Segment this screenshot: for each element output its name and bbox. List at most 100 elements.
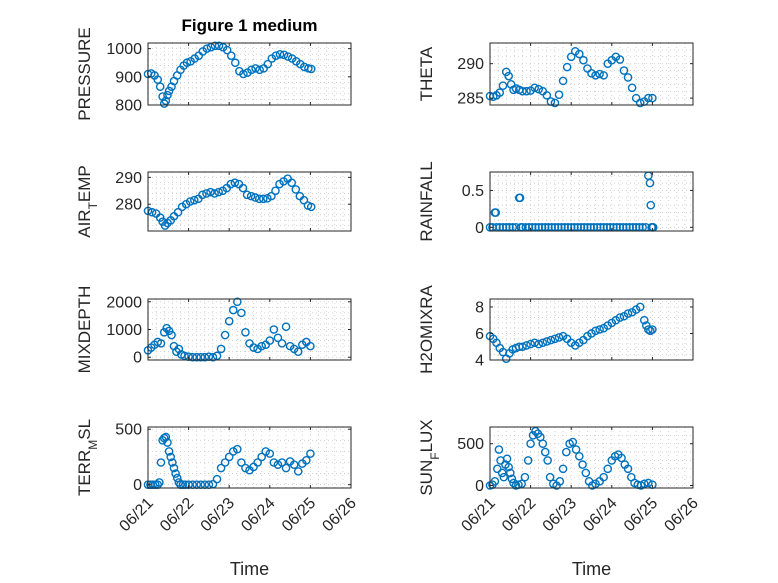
data-point: [169, 463, 179, 473]
data-point: [562, 447, 571, 457]
data-point: [226, 179, 236, 189]
data-point: [166, 452, 176, 462]
data-point: [520, 472, 530, 482]
data-point: [155, 478, 164, 487]
data-point: [550, 334, 560, 344]
data-point: [523, 456, 533, 465]
data-point: [591, 326, 600, 336]
y-tick-label: 6: [475, 326, 484, 343]
data-point: [495, 88, 505, 97]
data-point: [224, 316, 234, 326]
data-point: [163, 438, 172, 447]
data-point: [289, 460, 299, 470]
data-point: [216, 463, 226, 473]
data-point: [498, 81, 508, 91]
data-point: [617, 453, 626, 463]
data-point: [530, 83, 539, 93]
data-point: [644, 93, 653, 103]
data-point: [228, 305, 238, 315]
data-point: [222, 45, 232, 55]
data-point: [558, 76, 568, 86]
data-point: [267, 191, 276, 201]
data-point: [167, 330, 176, 340]
data-point: [566, 52, 576, 62]
y-axis-label: RAINFALL: [417, 161, 436, 241]
data-point: [646, 326, 655, 336]
data-point: [251, 64, 260, 73]
data-point: [210, 189, 219, 198]
axes-box: [489, 42, 694, 106]
data-point: [275, 49, 285, 59]
y-tick-label: 0: [475, 478, 484, 495]
y-tick-label: 2000: [106, 294, 142, 311]
data-point: [202, 189, 211, 198]
data-point: [579, 55, 588, 65]
data-point: [237, 458, 246, 467]
data-point: [639, 479, 649, 489]
chart-title: Figure 1 medium: [181, 16, 317, 35]
data-point: [531, 426, 540, 436]
data-point: [540, 447, 550, 457]
data-point: [306, 449, 315, 458]
series-points: [485, 302, 657, 363]
data-point: [255, 65, 264, 75]
data-point: [214, 41, 224, 51]
data-point: [271, 51, 281, 60]
data-point: [208, 352, 218, 362]
y-tick-label: 1000: [106, 322, 142, 339]
data-point: [518, 86, 527, 96]
series-points: [143, 174, 316, 230]
data-point: [299, 195, 309, 205]
data-point: [306, 341, 315, 351]
data-point: [627, 83, 637, 93]
data-point: [490, 477, 500, 486]
data-point: [522, 341, 531, 350]
data-point: [542, 337, 552, 346]
data-point: [202, 44, 212, 53]
data-point: [306, 202, 316, 212]
data-point: [644, 325, 653, 334]
data-point: [259, 194, 268, 204]
y-tick-label: 1000: [106, 41, 142, 58]
y-tick-label: 500: [457, 436, 484, 453]
data-point: [599, 472, 608, 482]
data-point: [534, 339, 544, 349]
x-axis-label: Time: [572, 559, 611, 579]
data-point: [247, 65, 256, 75]
data-point: [497, 468, 507, 478]
subplot-5: 0 1000 2000 MIXDEPTH: [75, 286, 352, 373]
data-point: [558, 464, 568, 474]
data-point: [302, 455, 311, 465]
data-point: [159, 327, 169, 337]
data-point: [281, 463, 291, 473]
data-point: [599, 71, 608, 80]
y-tick-label: 285: [457, 91, 484, 108]
data-point: [239, 69, 248, 79]
y-tick-label: 0: [475, 220, 484, 237]
data-point: [226, 51, 236, 60]
data-point: [623, 464, 633, 474]
data-point: [603, 464, 613, 474]
data-point: [164, 86, 174, 96]
data-point: [283, 52, 293, 61]
data-point: [635, 98, 645, 108]
data-point: [522, 86, 531, 96]
data-point: [648, 325, 657, 334]
data-point: [575, 49, 584, 59]
data-point: [644, 478, 653, 488]
data-point: [538, 439, 548, 449]
data-point: [192, 352, 202, 362]
subplot-4: 0 0.5 RAINFALL: [417, 161, 694, 242]
data-point: [538, 338, 548, 348]
data-point: [160, 221, 170, 230]
data-point: [505, 468, 515, 478]
series-points: [143, 41, 316, 108]
data-point: [210, 41, 220, 51]
data-point: [189, 195, 199, 205]
data-point: [257, 452, 266, 462]
data-point: [185, 197, 195, 206]
data-point: [545, 472, 555, 482]
axes-box: [147, 42, 352, 106]
